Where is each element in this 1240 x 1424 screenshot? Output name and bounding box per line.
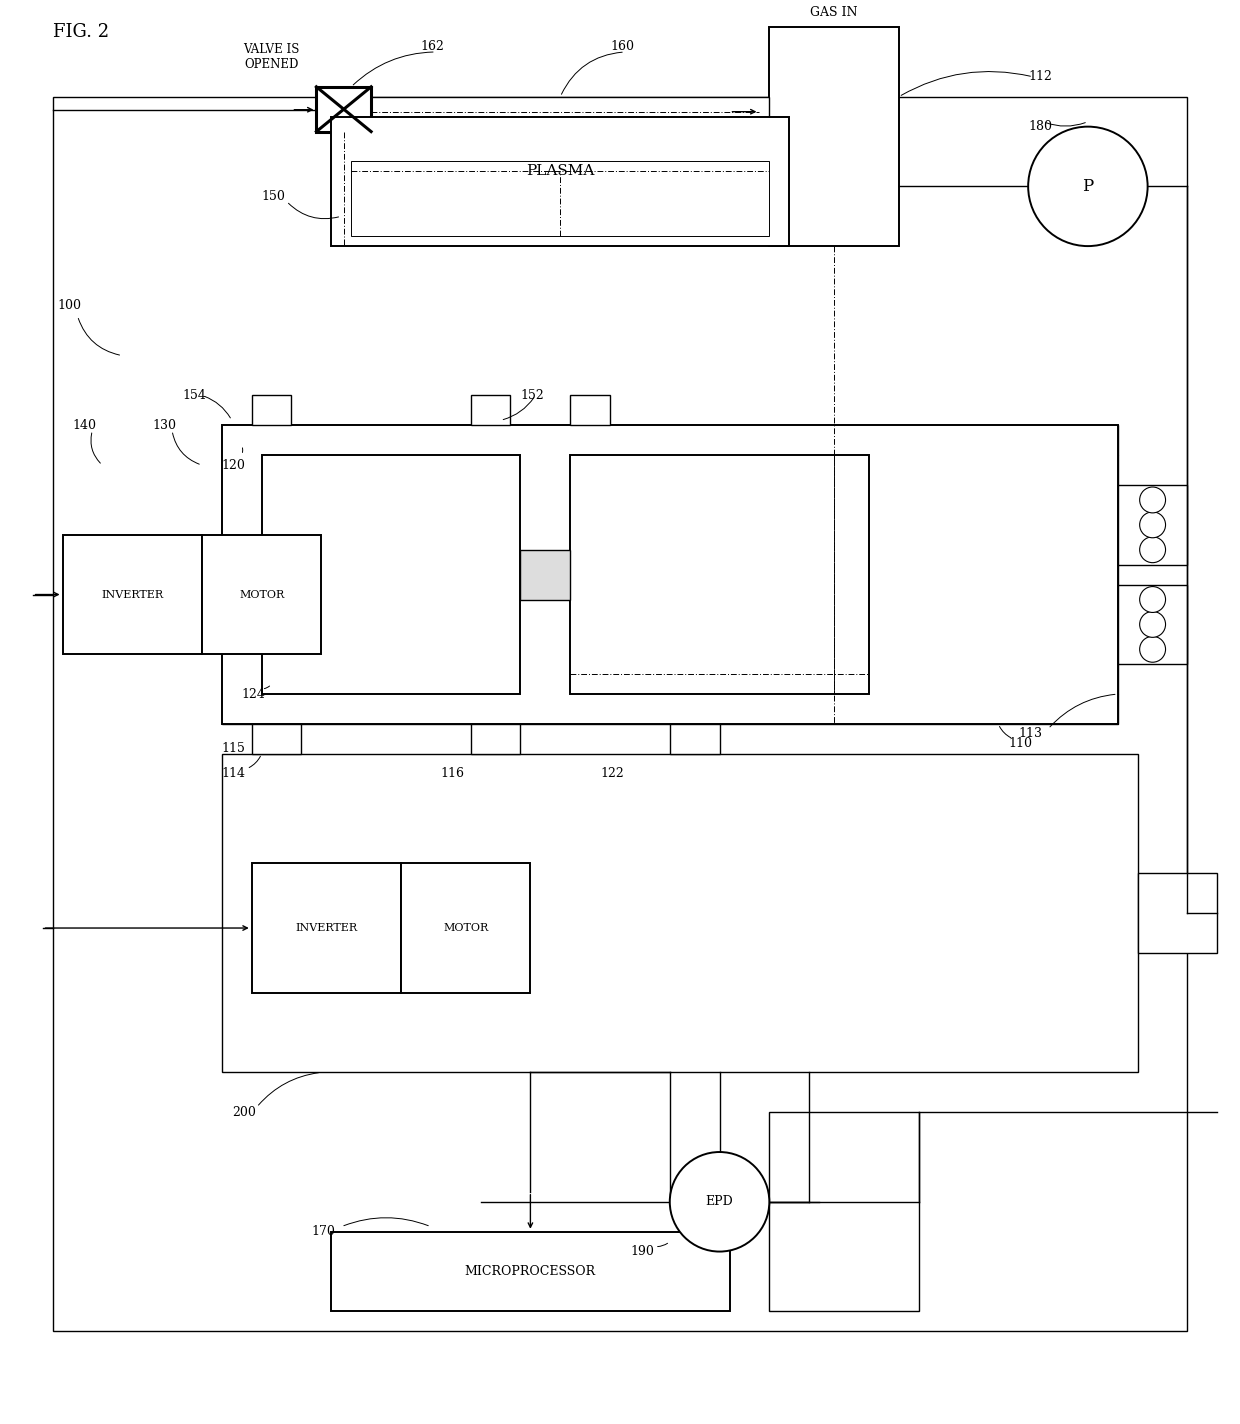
Text: P: P: [1083, 178, 1094, 195]
Bar: [252, 723, 301, 753]
Text: 154: 154: [182, 389, 206, 402]
Bar: [670, 723, 719, 753]
Text: VALVE IS
OPENED: VALVE IS OPENED: [243, 43, 300, 71]
Bar: [769, 1112, 919, 1312]
Bar: [471, 396, 511, 426]
Bar: [1137, 873, 1218, 953]
Text: 110: 110: [1008, 738, 1032, 750]
Text: 190: 190: [630, 1245, 653, 1257]
Circle shape: [1140, 637, 1166, 662]
Circle shape: [670, 1152, 769, 1252]
Text: EPD: EPD: [706, 1195, 733, 1209]
Text: PLASMA: PLASMA: [526, 164, 594, 178]
Bar: [222, 426, 1117, 456]
Text: 115: 115: [222, 742, 246, 755]
Bar: [52, 97, 1188, 1331]
Bar: [1087, 456, 1117, 693]
Text: INVERTER: INVERTER: [102, 590, 164, 600]
Text: MICROPROCESSOR: MICROPROCESSOR: [465, 1265, 596, 1277]
Text: 140: 140: [72, 419, 97, 431]
Text: 150: 150: [262, 189, 285, 202]
Circle shape: [1140, 587, 1166, 612]
Text: 120: 120: [222, 459, 246, 471]
Text: 160: 160: [610, 40, 634, 54]
Circle shape: [1140, 537, 1166, 562]
Bar: [351, 161, 769, 236]
Text: GAS IN: GAS IN: [810, 6, 858, 19]
Bar: [351, 97, 769, 127]
Bar: [1117, 585, 1188, 664]
Circle shape: [1140, 487, 1166, 513]
Bar: [471, 723, 521, 753]
Text: 122: 122: [600, 768, 624, 780]
Text: 152: 152: [521, 389, 544, 402]
Text: 130: 130: [153, 419, 176, 431]
Bar: [252, 396, 291, 426]
Bar: [331, 117, 789, 246]
Bar: [316, 87, 371, 131]
Circle shape: [1140, 511, 1166, 538]
Text: 113: 113: [1018, 728, 1042, 740]
Bar: [202, 535, 321, 654]
Bar: [62, 535, 202, 654]
Text: 200: 200: [232, 1105, 255, 1119]
Bar: [222, 753, 1137, 1072]
Bar: [252, 863, 401, 993]
Bar: [222, 456, 252, 693]
Text: 114: 114: [222, 768, 246, 780]
Text: 112: 112: [1028, 70, 1052, 84]
Text: 100: 100: [57, 299, 82, 312]
Bar: [570, 456, 869, 693]
Bar: [262, 456, 521, 693]
Text: 170: 170: [311, 1225, 335, 1237]
Bar: [570, 396, 610, 426]
Bar: [222, 426, 1117, 723]
Bar: [331, 1232, 729, 1312]
Bar: [1117, 486, 1188, 565]
Circle shape: [1028, 127, 1148, 246]
Text: 116: 116: [440, 768, 465, 780]
Text: INVERTER: INVERTER: [295, 923, 357, 933]
Text: 124: 124: [242, 688, 265, 701]
Text: FIG. 2: FIG. 2: [52, 23, 109, 41]
Bar: [521, 550, 570, 600]
Bar: [222, 693, 1117, 723]
Text: 180: 180: [1028, 120, 1053, 132]
Circle shape: [1140, 611, 1166, 638]
Bar: [401, 863, 531, 993]
Text: MOTOR: MOTOR: [443, 923, 489, 933]
Text: MOTOR: MOTOR: [239, 590, 284, 600]
Text: 162: 162: [420, 40, 445, 54]
Bar: [769, 27, 899, 246]
